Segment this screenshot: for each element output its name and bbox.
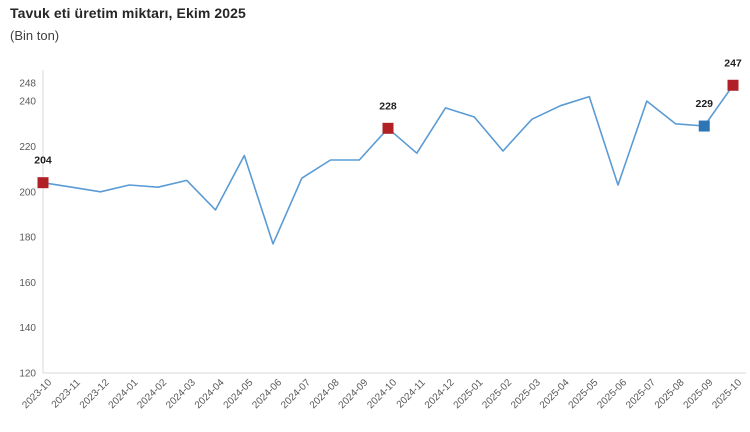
- x-tick-label: 2025-05: [567, 377, 601, 411]
- chart-subtitle: (Bin ton): [10, 28, 60, 43]
- marker-square: [37, 177, 49, 189]
- x-tick-label: 2024-04: [193, 377, 227, 411]
- x-tick-label: 2024-08: [308, 377, 342, 411]
- x-tick-label: 2024-12: [423, 377, 457, 411]
- marker-label: 228: [379, 100, 397, 112]
- chart-title: Tavuk eti üretim miktarı, Ekim 2025: [10, 5, 246, 21]
- x-tick-label: 2024-07: [279, 377, 313, 411]
- y-tick-label: 200: [19, 187, 36, 198]
- x-tick-label: 2025-10: [710, 377, 744, 411]
- x-tick-label: 2025-07: [624, 377, 658, 411]
- x-tick-label: 2024-10: [365, 377, 399, 411]
- x-tick-label: 2024-06: [250, 377, 284, 411]
- y-tick-label: 248: [19, 79, 36, 90]
- y-tick-label: 140: [19, 323, 36, 334]
- y-tick-label: 220: [19, 142, 36, 153]
- x-tick-label: 2024-09: [337, 377, 371, 411]
- marker-label: 247: [724, 57, 742, 69]
- marker-label: 204: [34, 155, 52, 167]
- x-tick-label: 2025-06: [595, 377, 629, 411]
- x-tick-label: 2023-10: [20, 377, 54, 411]
- marker-label: 229: [695, 98, 713, 110]
- x-tick-label: 2025-04: [538, 377, 572, 411]
- marker-square: [382, 122, 394, 134]
- y-tick-label: 240: [19, 97, 36, 108]
- y-tick-label: 180: [19, 233, 36, 244]
- x-tick-label: 2024-02: [135, 377, 169, 411]
- marker-square: [727, 79, 739, 91]
- x-tick-label: 2024-01: [107, 377, 141, 411]
- y-tick-label: 160: [19, 278, 36, 289]
- x-tick-label: 2025-08: [653, 377, 687, 411]
- x-tick-label: 2023-12: [78, 377, 112, 411]
- chart-header: Tavuk eti üretim miktarı, Ekim 2025 (Bin…: [10, 5, 246, 43]
- x-tick-label: 2025-02: [480, 377, 514, 411]
- x-tick-label: 2025-03: [509, 377, 543, 411]
- x-tick-label: 2024-03: [164, 377, 198, 411]
- y-tick-label: 120: [19, 369, 36, 380]
- x-tick-label: 2023-11: [50, 377, 84, 411]
- marker-square: [698, 120, 710, 132]
- x-tick-label: 2025-09: [682, 377, 716, 411]
- x-tick-label: 2024-11: [395, 377, 429, 411]
- x-tick-label: 2025-01: [452, 377, 486, 411]
- x-tick-label: 2024-05: [222, 377, 256, 411]
